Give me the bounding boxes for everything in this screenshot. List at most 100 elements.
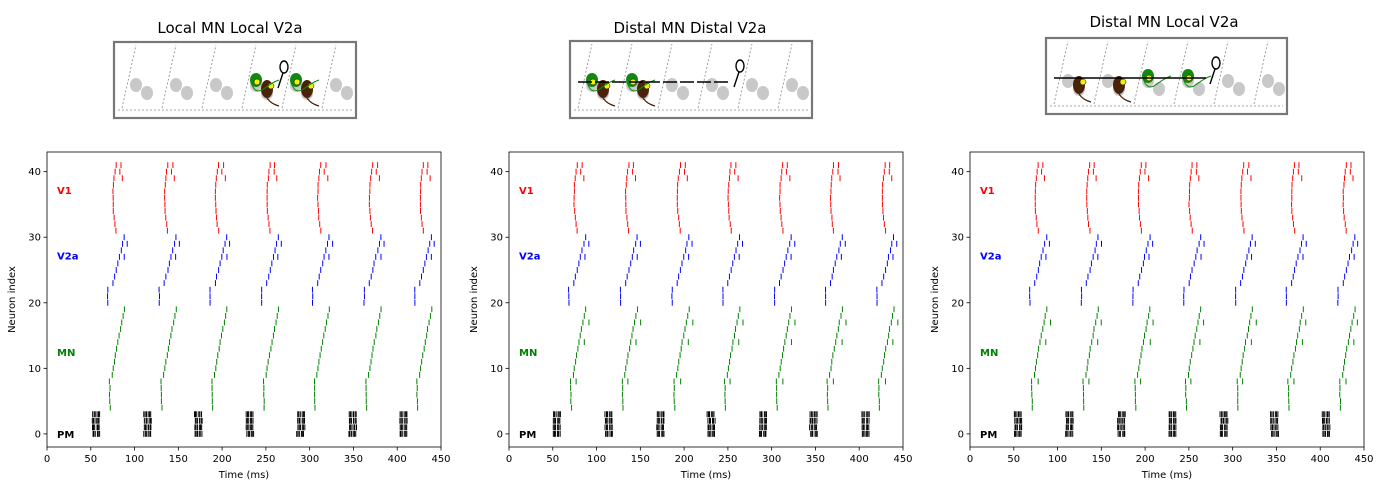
x-tick-label: 100 — [587, 454, 606, 465]
y-tick-label: 30 — [490, 233, 503, 244]
grey-neuron — [1193, 82, 1205, 96]
grey-neuron — [1153, 82, 1165, 96]
y-axis-label: Neuron index — [930, 266, 941, 333]
electrode-shaft — [277, 72, 284, 89]
x-tick-label: 400 — [850, 454, 869, 465]
x-tick-label: 250 — [1179, 454, 1198, 465]
x-tick-label: 300 — [762, 454, 781, 465]
y-tick-label: 0 — [958, 429, 964, 440]
y-tick-label: 30 — [951, 233, 964, 244]
x-tick-label: 350 — [1267, 454, 1286, 465]
y-tick-label: 20 — [490, 298, 503, 309]
segment-boundary — [657, 43, 673, 109]
schematic-frame — [568, 39, 814, 120]
segment-boundary — [1213, 40, 1229, 105]
mn-axon — [266, 97, 280, 107]
synapse — [253, 78, 261, 86]
electrode-icon — [1211, 56, 1221, 70]
y-tick-label: 20 — [28, 298, 41, 309]
x-axis-label: Time (ms) — [680, 470, 732, 481]
population-label-v1: V1 — [519, 186, 534, 197]
segment-boundary — [737, 43, 753, 109]
population-label-mn: MN — [980, 348, 998, 359]
electrode-shaft — [1209, 68, 1216, 85]
mn-axon — [1118, 93, 1132, 103]
x-tick-label: 450 — [431, 454, 450, 465]
v2a-axon — [586, 79, 616, 92]
grey-neuron — [1062, 74, 1074, 88]
electrode-icon — [735, 59, 745, 73]
x-tick-label: 0 — [44, 454, 50, 465]
x-tick-label: 150 — [169, 454, 188, 465]
population-label-v1: V1 — [57, 186, 72, 197]
segment-boundary — [777, 43, 793, 109]
schematic-frame — [112, 40, 358, 120]
y-axis-label: Neuron index — [469, 266, 480, 333]
x-tick-label: 250 — [718, 454, 737, 465]
x-tick-label: 0 — [967, 454, 973, 465]
x-tick-label: 200 — [1136, 454, 1155, 465]
grey-neuron — [1233, 82, 1245, 96]
x-tick-label: 350 — [344, 454, 363, 465]
x-tick-label: 100 — [1048, 454, 1067, 465]
grey-neuron — [797, 86, 809, 100]
x-tick-label: 200 — [675, 454, 694, 465]
synapse — [293, 78, 301, 86]
x-axis-label: Time (ms) — [1141, 470, 1193, 481]
y-tick-label: 0 — [497, 429, 503, 440]
segment-boundary — [577, 43, 593, 109]
x-tick-label: 450 — [893, 454, 912, 465]
axes-frame — [969, 151, 1365, 448]
segment-boundary — [161, 44, 177, 109]
grey-neuron — [1262, 74, 1274, 88]
x-tick-label: 400 — [388, 454, 407, 465]
segment-boundary — [241, 44, 257, 109]
segment-boundary — [1093, 40, 1109, 105]
population-label-v1: V1 — [980, 186, 995, 197]
segment-boundary — [321, 44, 337, 109]
axes-frame — [508, 151, 904, 448]
y-tick-label: 10 — [490, 364, 503, 375]
x-tick-label: 50 — [1007, 454, 1020, 465]
grey-neuron — [210, 78, 222, 92]
grey-neuron — [757, 86, 769, 100]
segment-boundary — [1053, 40, 1069, 105]
mn-axon — [306, 97, 320, 107]
x-tick-label: 0 — [506, 454, 512, 465]
segment-boundary — [1173, 40, 1189, 105]
population-label-pm: PM — [519, 430, 536, 441]
grey-neuron — [141, 86, 153, 100]
spinal-schematic — [112, 40, 358, 120]
y-tick-label: 0 — [35, 429, 41, 440]
grey-neuron — [666, 78, 678, 92]
v2a-axon — [250, 79, 280, 92]
grey-neuron — [746, 78, 758, 92]
x-tick-label: 200 — [213, 454, 232, 465]
x-tick-label: 100 — [125, 454, 144, 465]
chart-title: Local MN Local V2a — [157, 19, 302, 37]
y-axis-label: Neuron index — [7, 266, 18, 333]
segment-boundary — [617, 43, 633, 109]
grey-neuron — [786, 78, 798, 92]
grey-neuron — [1222, 74, 1234, 88]
y-tick-label: 30 — [28, 233, 41, 244]
mn-axon — [602, 97, 616, 107]
segment-boundary — [697, 43, 713, 109]
grey-neuron — [706, 78, 718, 92]
x-tick-label: 400 — [1311, 454, 1330, 465]
segment-boundary — [1253, 40, 1269, 105]
x-tick-label: 300 — [1223, 454, 1242, 465]
population-label-pm: PM — [57, 430, 74, 441]
v2a-axon — [1182, 75, 1212, 88]
x-tick-label: 50 — [546, 454, 559, 465]
segment-boundary — [1133, 40, 1149, 105]
y-tick-label: 40 — [490, 167, 503, 178]
population-label-v2a: V2a — [57, 252, 78, 263]
grey-neuron — [170, 78, 182, 92]
population-label-pm: PM — [980, 430, 997, 441]
grey-neuron — [181, 86, 193, 100]
synapse — [1119, 78, 1127, 86]
